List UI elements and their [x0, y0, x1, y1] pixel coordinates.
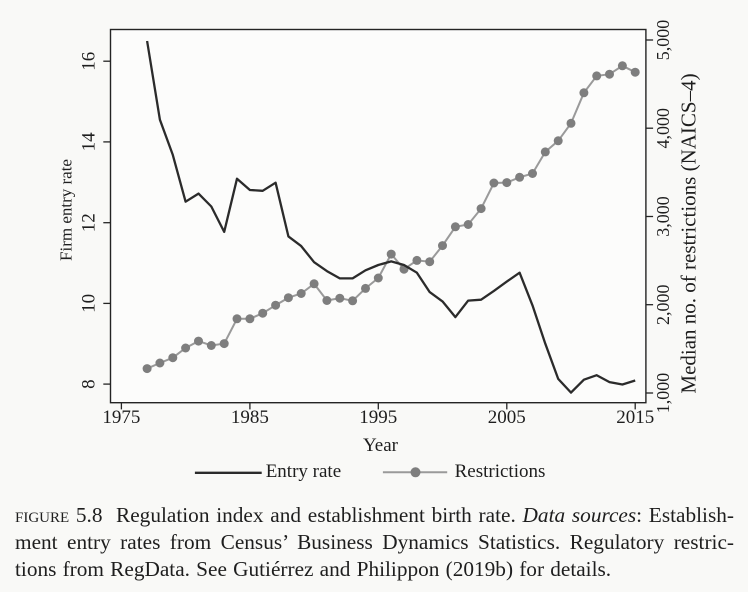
- svg-text:Entry rate: Entry rate: [266, 461, 341, 482]
- svg-text:Median no. of restrictions (NA: Median no. of restrictions (NAICS–4): [677, 73, 701, 393]
- svg-text:1975: 1975: [102, 407, 140, 428]
- svg-text:2015: 2015: [616, 407, 654, 428]
- svg-text:Year: Year: [363, 435, 399, 456]
- svg-text:16: 16: [79, 52, 100, 71]
- svg-text:1995: 1995: [359, 407, 397, 428]
- svg-text:12: 12: [79, 213, 100, 232]
- svg-text:10: 10: [79, 294, 100, 313]
- svg-text:3,000: 3,000: [653, 196, 673, 237]
- svg-text:4,000: 4,000: [653, 108, 673, 149]
- svg-text:14: 14: [79, 132, 100, 152]
- svg-text:Restrictions: Restrictions: [455, 461, 546, 482]
- svg-text:2005: 2005: [488, 407, 526, 428]
- svg-text:Firm entry rate: Firm entry rate: [57, 159, 76, 261]
- svg-text:1985: 1985: [231, 407, 269, 428]
- svg-text:8: 8: [79, 379, 100, 389]
- svg-text:5,000: 5,000: [653, 20, 673, 61]
- svg-text:2,000: 2,000: [653, 284, 673, 325]
- svg-text:1,000: 1,000: [653, 373, 673, 414]
